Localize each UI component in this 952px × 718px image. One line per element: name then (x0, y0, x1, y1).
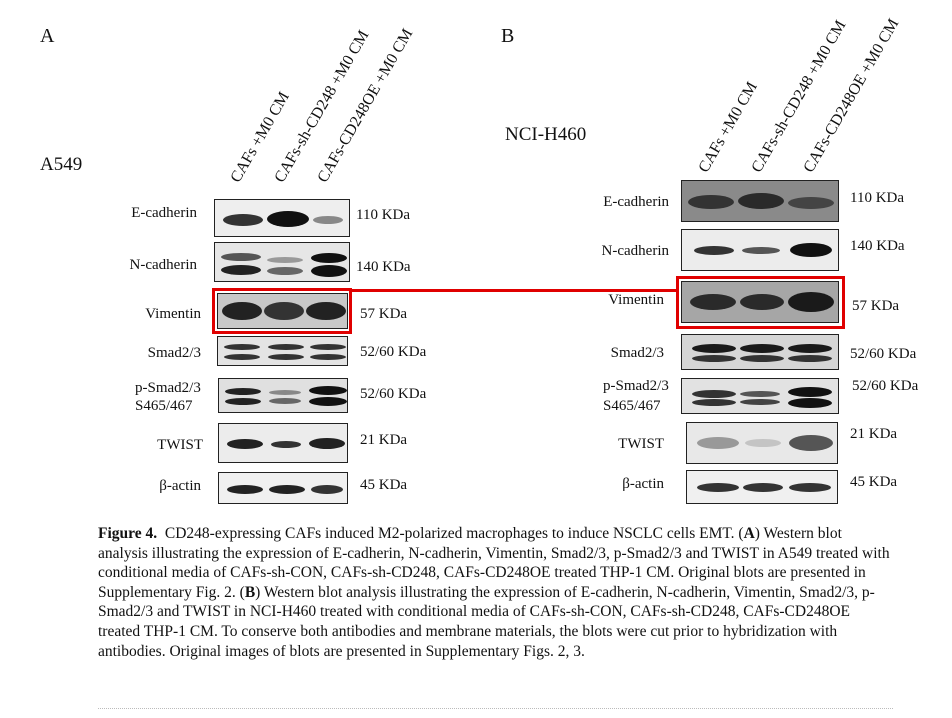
panel-b-lane-3: CAFs-CD248OE +M0 CM (800, 15, 903, 176)
panel-b-kda-beta-actin: 45 KDa (850, 474, 898, 490)
panel-b-label-e-cadherin: E-cadherin (603, 194, 669, 210)
caption-part-a: ) Western blot analysis illustrating the… (98, 525, 890, 601)
vimentin-highlight-a (212, 288, 352, 334)
page-separator (98, 708, 893, 709)
panel-a-kda-p-smad: 52/60 KDa (360, 386, 427, 402)
blot-b-smad (681, 334, 839, 370)
blot-a-e-cadherin (214, 199, 350, 237)
highlight-connector (352, 289, 676, 292)
panel-b-kda-vimentin: 57 KDa (852, 298, 900, 314)
panel-a-label-p-smad-site: S465/467 (135, 398, 193, 414)
panel-b-label-vimentin: Vimentin (608, 292, 664, 308)
panel-a-label-smad: Smad2/3 (147, 345, 201, 361)
panel-b-kda-e-cadherin: 110 KDa (850, 190, 905, 206)
panel-a-label-vimentin: Vimentin (145, 306, 201, 322)
panel-b-label-twist: TWIST (618, 436, 664, 452)
panel-a-kda-twist: 21 KDa (360, 432, 408, 448)
panel-a-kda-smad: 52/60 KDa (360, 344, 427, 360)
caption-part-b: ) Western blot analysis illustrating the… (98, 583, 875, 660)
panel-b-label-p-smad: p-Smad2/3 (603, 378, 669, 394)
panel-b-lane-2: CAFs-sh-CD248 +M0 CM (748, 17, 850, 176)
blot-b-beta-actin (686, 470, 838, 504)
panel-b-kda-smad: 52/60 KDa (850, 346, 917, 362)
panel-a-label-n-cadherin: N-cadherin (129, 257, 197, 273)
blot-b-e-cadherin (681, 180, 839, 222)
figure-caption: Figure 4. CD248-expressing CAFs induced … (98, 524, 893, 661)
panel-b-label-smad: Smad2/3 (610, 345, 664, 361)
blot-b-p-smad (681, 378, 839, 414)
panel-b-kda-n-cadherin: 140 KDa (850, 238, 905, 254)
blot-a-p-smad (218, 378, 348, 413)
blot-a-smad (217, 336, 348, 366)
panel-b-label-beta-actin: β-actin (622, 476, 664, 492)
caption-title: CD248-expressing CAFs induced M2-polariz… (164, 525, 744, 542)
panel-a-label-beta-actin: β-actin (159, 478, 201, 494)
panel-a-label-p-smad: p-Smad2/3 (135, 380, 201, 396)
panel-b-letter: B (501, 25, 515, 47)
panel-a-kda-e-cadherin: 110 KDa (356, 207, 411, 223)
blot-b-twist (686, 422, 838, 464)
panel-a-label-e-cadherin: E-cadherin (131, 205, 197, 221)
blot-b-n-cadherin (681, 229, 839, 271)
blot-a-vimentin (217, 293, 348, 329)
panel-b-cell-line: NCI-H460 (505, 124, 587, 145)
panel-a-cell-line: A549 (40, 154, 83, 175)
panel-a-kda-beta-actin: 45 KDa (360, 477, 408, 493)
blot-b-vimentin (681, 281, 839, 323)
caption-figure-label: Figure 4. (98, 525, 158, 542)
blot-a-beta-actin (218, 472, 348, 504)
caption-b-letter: B (244, 583, 256, 601)
blot-a-twist (218, 423, 348, 463)
panel-a-label-twist: TWIST (157, 437, 203, 453)
panel-b-kda-p-smad: 52/60 KDa (852, 378, 919, 394)
vimentin-highlight-b (676, 276, 845, 329)
panel-a-letter: A (40, 25, 55, 47)
panel-b-label-p-smad-site: S465/467 (603, 398, 661, 414)
caption-a-letter: A (743, 525, 755, 542)
panel-b-label-n-cadherin: N-cadherin (601, 243, 669, 259)
panel-a-kda-n-cadherin: 140 KDa (356, 259, 411, 275)
panel-a-kda-vimentin: 57 KDa (360, 306, 408, 322)
panel-b-kda-twist: 21 KDa (850, 426, 898, 442)
blot-a-n-cadherin (214, 242, 350, 282)
